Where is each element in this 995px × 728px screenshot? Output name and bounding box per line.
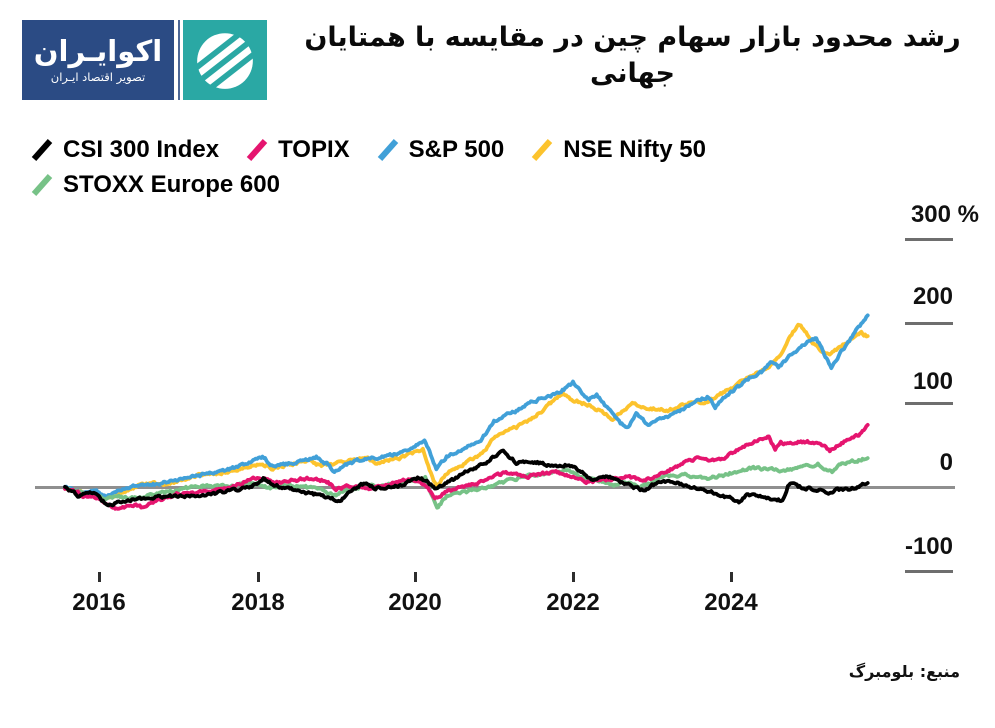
legend-item-csi-300-index: CSI 300 Index — [30, 136, 219, 164]
legend-label-topix: TOPIX — [278, 136, 350, 163]
zero-axis-line — [35, 486, 955, 489]
y-axis-label-300: 300 % — [910, 201, 979, 228]
source-note: منبع: بلومبرگ — [848, 662, 960, 681]
y-tick — [905, 238, 953, 241]
line-chart-svg — [63, 313, 870, 511]
chart-legend: CSI 300 Index TOPIX S&P 500 NSE Nifty 50… — [30, 136, 706, 199]
logo-name: اکوایـران — [33, 34, 163, 69]
legend-label-nse-nifty: NSE Nifty 50 — [563, 136, 706, 163]
x-tick — [730, 572, 733, 582]
x-tick — [257, 572, 260, 582]
y-tick — [905, 322, 953, 325]
legend-item-sp-500: S&P 500 — [376, 136, 505, 164]
legend-row-1: CSI 300 Index TOPIX S&P 500 NSE Nifty 50 — [30, 136, 706, 164]
legend-row-2: STOXX Europe 600 — [30, 171, 706, 199]
y-axis-label-0: 0 — [939, 449, 953, 476]
logo-wordmark: اکوایـران تصویر اقتصاد ایـران — [22, 20, 174, 100]
logo-separator — [174, 20, 183, 100]
y-axis-label-100: 100 — [912, 368, 953, 395]
series-line-csi-300-index — [63, 448, 870, 508]
x-tick — [98, 572, 101, 582]
y-axis-label-200: 200 — [912, 283, 953, 310]
series-line-s-p-500 — [63, 313, 870, 499]
y-axis-label-neg100: -100 — [904, 533, 953, 560]
logo-emblem — [183, 20, 267, 100]
x-tick — [414, 572, 417, 582]
y-tick — [905, 570, 953, 573]
legend-label-sp-500: S&P 500 — [408, 136, 505, 163]
logo-tagline: تصویر اقتصاد ایـران — [50, 69, 146, 84]
legend-item-topix: TOPIX — [245, 136, 350, 164]
series-line-stoxx-europe-600 — [63, 456, 870, 510]
ecoiran-logo: اکوایـران تصویر اقتصاد ایـران — [22, 20, 267, 100]
legend-label-stoxx: STOXX Europe 600 — [63, 171, 280, 198]
ecoiran-emblem-icon — [192, 27, 258, 93]
nse-nifty-slash-icon — [532, 139, 553, 161]
sp-500-slash-icon — [377, 139, 398, 161]
stoxx-slash-icon — [31, 174, 53, 196]
x-axis-label-2020: 2020 — [388, 589, 442, 616]
page-title: رشد محدود بازار سهام چین در مقایسه با هم… — [304, 22, 961, 90]
topix-slash-icon — [246, 139, 268, 161]
x-axis-label-2016: 2016 — [72, 589, 126, 616]
y-tick — [905, 402, 953, 405]
legend-item-nse-nifty-50: NSE Nifty 50 — [530, 136, 706, 164]
x-tick — [572, 572, 575, 582]
legend-label-csi-300: CSI 300 Index — [63, 136, 220, 163]
series-line-topix — [63, 423, 870, 511]
x-axis-label-2024: 2024 — [704, 589, 758, 616]
x-axis-label-2018: 2018 — [231, 589, 285, 616]
csi-300-slash-icon — [31, 139, 53, 161]
chart-area: 300 % 200 100 0 -100 2016 2018 2020 2022… — [0, 130, 995, 660]
x-axis-label-2022: 2022 — [546, 589, 600, 616]
legend-item-stoxx-europe-600: STOXX Europe 600 — [30, 171, 280, 199]
